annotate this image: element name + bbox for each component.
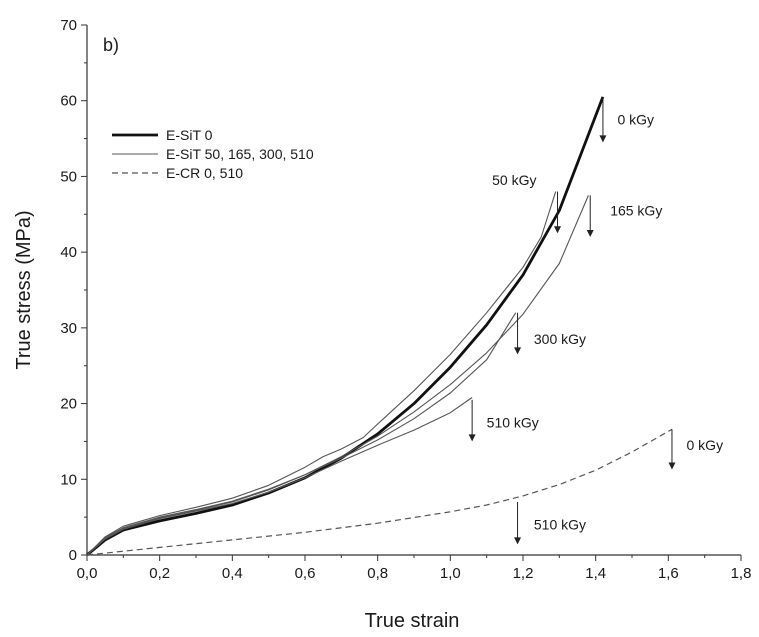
annotation-arrow-head bbox=[514, 537, 522, 545]
y-tick-label: 20 bbox=[60, 396, 77, 413]
series-layer bbox=[86, 96, 673, 557]
legend-label: E-CR 0, 510 bbox=[166, 165, 243, 181]
x-axis-label: True strain bbox=[365, 610, 460, 632]
annotation-label: 0 kGy bbox=[687, 437, 724, 453]
annotation-arrow-head bbox=[554, 226, 562, 234]
panel-label: b) bbox=[103, 35, 119, 55]
x-tick-label: 0,4 bbox=[222, 565, 243, 582]
plot-axes bbox=[86, 25, 741, 556]
legend-label: E-SiT 0 bbox=[166, 127, 213, 143]
x-tick-label: 1,8 bbox=[731, 565, 752, 582]
legend: E-SiT 0 E-SiT 50, 165, 300, 510 E-CR 0, 51… bbox=[112, 127, 314, 181]
y-tick-label: 30 bbox=[60, 320, 77, 337]
annotation-label: 510 kGy bbox=[487, 415, 539, 431]
annotation-label: 50 kGy bbox=[492, 172, 536, 188]
annotation-label: 510 kGy bbox=[534, 517, 586, 533]
annotation-label: 0 kGy bbox=[617, 112, 654, 128]
annotation-arrow-head bbox=[586, 230, 594, 237]
y-tick-label: 50 bbox=[60, 168, 77, 185]
x-tick-label: 1,0 bbox=[440, 565, 461, 582]
annotation-arrow-head bbox=[514, 347, 522, 355]
series-line-4 bbox=[86, 312, 517, 556]
series-line-1 bbox=[86, 96, 605, 557]
series-line-6 bbox=[86, 428, 673, 556]
series-line-5 bbox=[86, 397, 473, 556]
legend-label: E-SiT 50, 165, 300, 510 bbox=[166, 146, 314, 162]
x-tick-label: 0,8 bbox=[367, 565, 388, 582]
y-tick-label: 70 bbox=[60, 17, 77, 34]
x-tick-label: 1,4 bbox=[585, 565, 606, 582]
annotation-arrow-head bbox=[468, 434, 476, 442]
y-tick-label: 40 bbox=[60, 244, 77, 261]
x-tick-label: 1,6 bbox=[658, 565, 679, 582]
annotation-label: 165 kGy bbox=[610, 203, 662, 219]
series-line-3 bbox=[86, 195, 589, 556]
axis-ticks: 0,0 0,2 0,4 0,6 0,8 1,0 1,2 1,4 1,6 1,8 0 10 20 30 40 5… bbox=[60, 17, 751, 582]
y-tick-label: 60 bbox=[60, 93, 77, 110]
x-tick-label: 0,2 bbox=[149, 565, 170, 582]
y-tick-label: 0 bbox=[69, 547, 77, 564]
x-tick-label: 0,0 bbox=[77, 565, 98, 582]
y-axis-label: True stress (MPa) bbox=[13, 210, 35, 369]
annotation-arrow-head bbox=[599, 135, 607, 143]
annotation-label: 300 kGy bbox=[534, 331, 586, 347]
annotation-layer: 0 kGy 50 kGy 165 kGy 300 kGy 510 kGy 0 kGy 510… bbox=[468, 96, 724, 545]
x-tick-label: 0,6 bbox=[295, 565, 316, 582]
x-tick-label: 1,2 bbox=[513, 565, 534, 582]
y-tick-label: 10 bbox=[60, 471, 77, 488]
series-line-2 bbox=[86, 191, 557, 556]
annotation-arrow-head bbox=[668, 462, 676, 470]
